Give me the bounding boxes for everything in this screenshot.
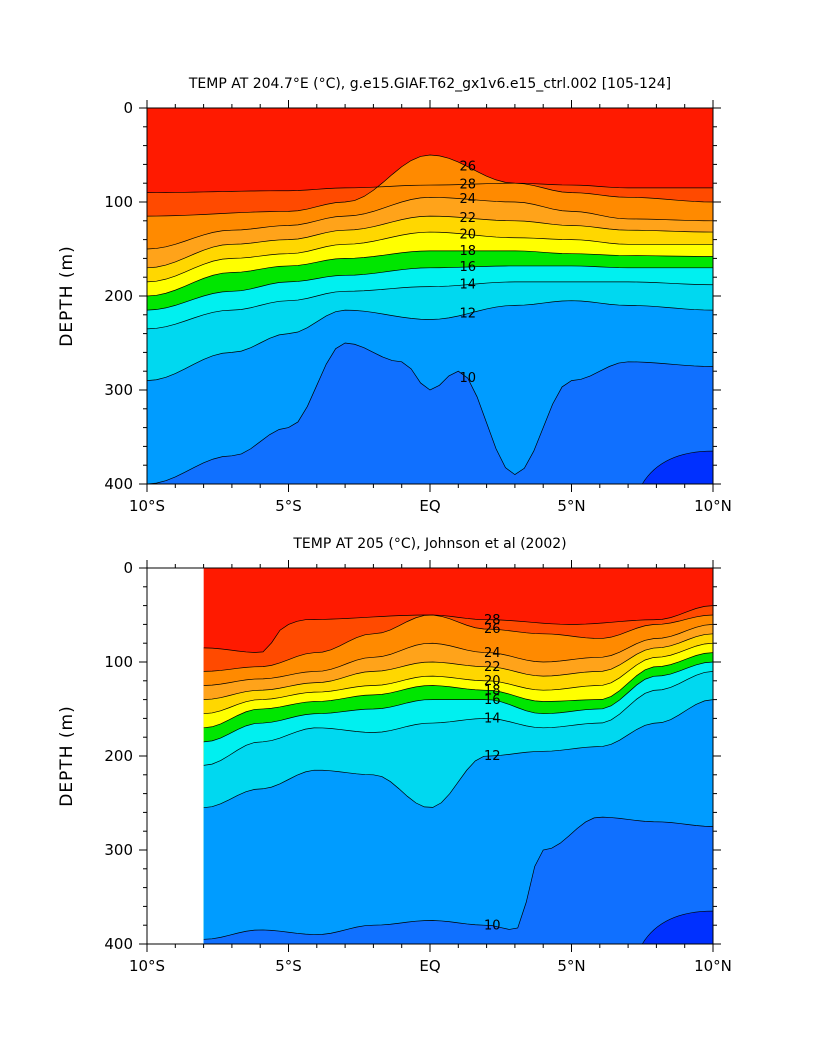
isotherm-line [147,231,713,283]
y-tick-label: 0 [123,559,133,577]
y-tick-label: 0 [123,99,133,117]
axis-ticks: 10°S 5°S EQ 5°N 10°N 0 100 200 300 400 [104,99,732,515]
y-tick-label: 100 [104,653,133,671]
x-tick-label: 10°S [129,497,165,515]
y-tick-label: 300 [104,381,133,399]
isotherm-label: 10 [484,919,501,934]
x-tick-label: 10°N [694,957,732,975]
isotherm-line [147,154,713,217]
isotherm-label: 24 [459,192,476,207]
isotherm-line [147,265,713,311]
isotherm-label: 16 [484,693,501,708]
isotherm-line [203,699,713,809]
isotherm-label: 12 [484,749,501,764]
x-tick-label: EQ [419,957,440,975]
y-tick-label: 300 [104,841,133,859]
isotherm-label: 22 [459,211,476,226]
isotherm-line [203,642,713,715]
panel-title: TEMP AT 204.7°E (°C), g.e15.GIAF.T62_gx1… [188,76,671,92]
isotherm-line [147,250,713,297]
isotherm-label: 16 [459,260,476,275]
panel-bottom: TEMP AT 205 (°C), Johnson et al (2002) 2… [57,536,732,975]
y-axis-label: DEPTH (m) [57,245,77,346]
isotherm-line [203,633,713,700]
isotherm-label: 12 [459,307,476,322]
isotherm-line [203,624,713,686]
isotherm-label: 14 [459,278,476,293]
isotherm-line [203,605,713,653]
isotherm-label: 28 [484,613,501,628]
isotherm-label: 26 [484,622,501,637]
x-tick-label: EQ [419,497,440,515]
isotherm-label: 18 [459,244,476,259]
isotherm-line [147,215,713,269]
isotherm-line [147,281,713,330]
isotherm-label: 10 [459,371,476,386]
x-tick-label: 10°S [129,957,165,975]
band-fill [147,343,713,484]
x-tick-label: 5°N [557,497,585,515]
isotherm-line [203,652,713,729]
y-tick-label: 200 [104,287,133,305]
isotherm-label: 28 [459,177,476,192]
y-axis-label: DEPTH (m) [57,705,77,806]
x-tick-label: 5°N [557,957,585,975]
isotherm-label: 26 [459,160,476,175]
isotherm-label: 24 [484,646,501,661]
panel-top: TEMP AT 204.7°E (°C), g.e15.GIAF.T62_gx1… [57,76,732,515]
isotherm-line [147,196,713,250]
isotherm-line [203,661,713,743]
isotherm-line [147,300,713,381]
y-tick-label: 400 [104,935,133,953]
isotherm-line [203,614,713,672]
x-tick-label: 10°N [694,497,732,515]
axis-ticks: 10°S 5°S EQ 5°N 10°N 0 100 200 300 400 [104,559,732,975]
isotherm-line [203,816,713,940]
panel-title: TEMP AT 205 (°C), Johnson et al (2002) [292,536,566,552]
isotherm-label: 22 [484,660,501,675]
isotherm-label: 20 [484,674,501,689]
y-tick-label: 100 [104,193,133,211]
isotherm-line [203,671,713,766]
y-tick-label: 200 [104,747,133,765]
x-tick-label: 5°S [275,957,302,975]
isotherm-line [147,342,713,484]
isotherm-label: 20 [459,227,476,242]
isotherm-line [147,182,713,193]
isotherm-label: 18 [484,683,501,698]
x-tick-label: 5°S [275,497,302,515]
band-fill [203,817,713,944]
y-tick-label: 400 [104,475,133,493]
isotherm-label: 14 [484,712,501,727]
